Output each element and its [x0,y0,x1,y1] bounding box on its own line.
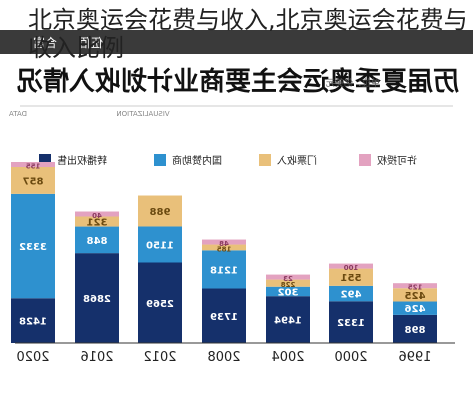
x-tick-label: 2008 [207,350,240,365]
bar-segment [202,244,246,251]
bar-value-label: 492 [341,290,362,301]
bar-segment [329,263,373,269]
watermark-badge-2: 伍佰 [79,36,103,50]
legend: 转播权出售 国内赞助商 门票收入 许可授权 [39,154,417,167]
x-tick-label: 2012 [143,350,176,365]
bar-segment [75,226,119,254]
bar-segment [75,253,119,343]
bar-value-label: 1218 [210,265,238,276]
bar-value-label: 1494 [274,316,302,327]
bar-value-label: 551 [341,273,362,284]
unit-label: 单位：亿美元 [326,77,380,89]
bar-value-label: 857 [23,176,44,187]
bar-value-label: 426 [405,304,426,315]
bar-value-label: 848 [87,236,108,247]
bar-segment [393,283,437,289]
bar-value-label: 185 [217,245,232,253]
banner-title: 历届夏季奥运会主要商业计划收入情况 [17,66,459,97]
bar-segment [11,162,55,168]
legend-label: 门票收入 [277,154,317,167]
x-tick-label: 2004 [271,350,304,365]
bar-segment [266,274,310,280]
bar-value-label: 1739 [210,312,238,323]
bar-segment [138,226,182,263]
bar-value-label: 125 [408,284,423,292]
x-axis-ticks: 2020 2016 2012 2008 2004 2000 1996 [16,350,431,365]
bar-segment [329,268,373,286]
bar-value-label: 1332 [337,318,365,329]
bar-segment [266,286,310,297]
bar-segment [138,195,182,227]
bar-segment [11,298,55,343]
bar-segment [393,314,437,343]
bar-value-label: 2868 [83,294,111,305]
bar-value-label: 302 [278,287,299,298]
bar-segment [329,301,373,343]
bar-segment [202,288,246,343]
bar-segment [202,250,246,289]
bar-value-label: 48 [219,240,229,248]
bar-value-label: 321 [87,218,108,229]
bar-segment [11,193,55,299]
legend-label: 许可授权 [377,154,417,167]
bar-value-label: 1150 [146,240,174,251]
x-tick-label: 2016 [80,350,113,365]
legend-swatch [259,154,271,166]
bar-value-label: 100 [344,264,359,272]
bar-segment [75,211,119,217]
legend-label: 转播权出售 [57,154,107,167]
bar-segment [202,239,246,245]
bar-value-label: 898 [405,325,426,336]
legend-swatch [359,154,371,166]
page-title: 北京奥运会花费与收入,北京奥运会花费与收入比例 [28,6,468,62]
dark-header-banner [0,30,473,54]
bar-value-label: 1428 [19,317,47,328]
x-tick-label: 2000 [334,350,367,365]
bar-segment [393,288,437,302]
bar-value-label: 2569 [146,299,174,310]
bar-value-label: 23 [283,275,293,283]
legend-label: 国内赞助商 [172,154,222,167]
bar-value-label: 425 [405,291,426,302]
watermark-badge-1: 合富 [33,35,57,50]
bar-value-label: 155 [26,163,41,171]
sub-label: VISUALIZATION [116,110,169,118]
bar-value-label: 3332 [19,242,47,253]
bar-value-label: 40 [92,212,102,220]
x-tick-label: 1996 [398,350,431,365]
bar-segment [393,301,437,315]
bar-value-label: 228 [281,281,296,289]
bar-segment [75,216,119,227]
bar-segment [11,167,55,194]
legend-swatch [154,154,166,166]
bar-segment [329,285,373,302]
source-label: DATA [9,110,27,118]
bar-segment [138,262,182,343]
x-tick-label: 2020 [16,350,49,365]
bar-segment [266,279,310,287]
bar-value-label: 988 [150,207,171,218]
bar-segment [266,296,310,343]
